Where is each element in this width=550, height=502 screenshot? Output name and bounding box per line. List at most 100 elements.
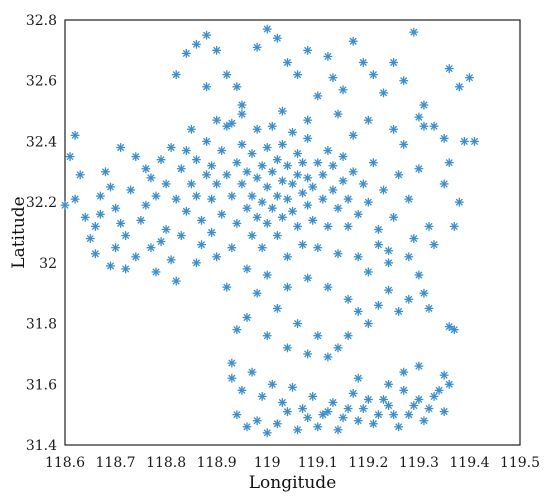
marker-stroke (243, 204, 251, 212)
marker-stroke (395, 171, 403, 179)
scatter-point (252, 288, 262, 298)
marker-stroke (410, 235, 418, 243)
scatter-point (303, 173, 313, 183)
x-tick-label: 119.5 (500, 455, 540, 471)
y-tick-label: 32.4 (26, 134, 57, 150)
marker-stroke (390, 125, 398, 133)
scatter-point (298, 404, 308, 413)
marker-stroke (420, 417, 428, 425)
marker-stroke (395, 423, 403, 431)
marker-stroke (400, 368, 408, 376)
marker-stroke (263, 25, 271, 33)
scatter-point (267, 167, 277, 177)
marker-stroke (349, 37, 357, 45)
scatter-point (454, 197, 464, 207)
marker-stroke (470, 137, 479, 145)
marker-stroke (253, 417, 261, 425)
scatter-point (151, 267, 161, 277)
marker-stroke (233, 411, 241, 419)
scatter-point (101, 167, 110, 177)
marker-stroke (117, 219, 125, 227)
marker-stroke (395, 307, 403, 315)
scatter-point (227, 358, 237, 368)
scatter-point (131, 252, 141, 262)
scatter-point (384, 379, 393, 389)
scatter-point (293, 170, 302, 180)
marker-stroke (455, 198, 463, 206)
scatter-point (293, 222, 302, 231)
marker-stroke (61, 201, 69, 209)
scatter-point (313, 91, 323, 101)
marker-stroke (111, 244, 120, 252)
marker-stroke (208, 162, 216, 170)
marker-stroke (460, 137, 468, 145)
marker-stroke (147, 244, 155, 252)
marker-stroke (400, 77, 408, 85)
marker-stroke (192, 192, 201, 200)
marker-stroke (324, 408, 332, 416)
marker-stroke (202, 171, 211, 179)
marker-stroke (344, 222, 352, 230)
marker-stroke (213, 116, 221, 124)
y-tick-label: 32.8 (26, 13, 57, 29)
marker-stroke (258, 198, 266, 206)
marker-stroke (111, 204, 120, 212)
scatter-point (358, 58, 368, 67)
marker-stroke (334, 426, 342, 434)
marker-stroke (263, 429, 271, 437)
marker-stroke (374, 225, 383, 234)
marker-stroke (425, 304, 433, 312)
marker-stroke (122, 265, 130, 273)
scatter-point (262, 331, 272, 341)
marker-stroke (223, 71, 231, 79)
scatter-point (439, 370, 449, 380)
marker-stroke (91, 250, 99, 258)
scatter-point (237, 100, 247, 110)
scatter-point (389, 212, 399, 222)
scatter-point (202, 30, 211, 40)
scatter-point (267, 203, 277, 213)
marker-stroke (369, 420, 377, 428)
marker-stroke (420, 122, 428, 130)
scatter-point (343, 331, 353, 341)
y-tick-label: 31.6 (26, 377, 57, 393)
scatter-point (338, 152, 348, 162)
marker-stroke (304, 350, 312, 358)
scatter-point (434, 385, 444, 395)
marker-stroke (384, 259, 393, 267)
scatter-point (449, 222, 459, 231)
scatter-point (348, 388, 358, 398)
marker-stroke (374, 411, 383, 419)
x-tick-label: 119 (254, 455, 281, 471)
marker-stroke (304, 116, 312, 124)
marker-stroke (238, 140, 246, 149)
scatter-point (399, 140, 409, 149)
scatter-point (394, 170, 404, 180)
scatter-point (328, 161, 338, 171)
scatter-point (252, 212, 262, 222)
scatter-point (192, 155, 201, 165)
scatter-point (121, 231, 131, 240)
marker-stroke (445, 65, 453, 73)
scatter-point (202, 170, 211, 180)
marker-stroke (364, 395, 372, 404)
scatter-point (262, 24, 272, 34)
scatter-point (374, 225, 383, 234)
marker-stroke (172, 277, 180, 285)
scatter-point (348, 167, 358, 177)
marker-stroke (293, 71, 302, 79)
marker-stroke (293, 320, 302, 328)
marker-stroke (304, 46, 312, 54)
scatter-point (465, 73, 474, 83)
marker-stroke (445, 380, 453, 388)
scatter-point (262, 270, 272, 280)
marker-stroke (248, 192, 256, 200)
scatter-point (303, 349, 313, 359)
marker-stroke (202, 31, 211, 39)
marker-stroke (334, 250, 342, 258)
scatter-point (181, 206, 191, 216)
marker-stroke (117, 143, 125, 152)
marker-stroke (258, 162, 266, 170)
marker-stroke (248, 368, 256, 376)
